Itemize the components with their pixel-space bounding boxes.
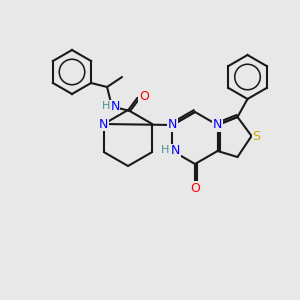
Text: H: H xyxy=(161,145,170,155)
Text: O: O xyxy=(139,91,149,103)
Text: N: N xyxy=(168,118,177,131)
Text: N: N xyxy=(171,145,180,158)
Text: O: O xyxy=(190,182,200,194)
Text: N: N xyxy=(99,118,108,130)
Text: H: H xyxy=(102,101,110,111)
Text: S: S xyxy=(253,130,260,143)
Text: N: N xyxy=(213,118,222,131)
Text: N: N xyxy=(110,100,120,113)
